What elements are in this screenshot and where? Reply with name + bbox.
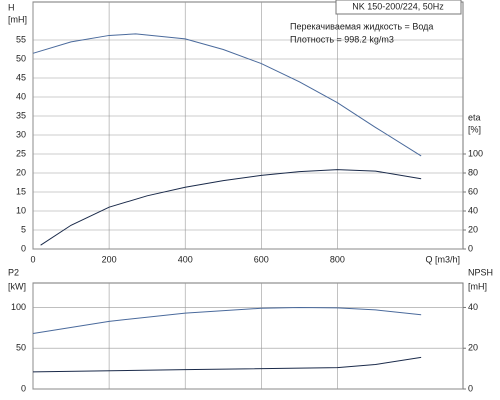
- annotation: Перекачиваемая жидкость = Вода: [290, 21, 433, 31]
- y2-axis-title: NPSH: [468, 267, 493, 277]
- y-tick-label: 35: [16, 110, 26, 120]
- plot-frame: [32, 1, 464, 250]
- x-tick-label: 0: [30, 254, 35, 264]
- y2-tick-label: 20: [468, 343, 478, 353]
- x-tick-label: 200: [102, 254, 117, 264]
- y-axis-title: [mH]: [8, 14, 27, 24]
- x-axis-title: Q [m3/h]: [425, 254, 460, 264]
- y2-tick-label: 100: [468, 148, 483, 158]
- y2-tick-label: 40: [468, 205, 478, 215]
- y-tick-label: 50: [16, 53, 26, 63]
- y-tick-label: 10: [16, 205, 26, 215]
- y2-axis-title: [%]: [468, 124, 481, 134]
- annotation: Плотность = 998.2 kg/m3: [290, 34, 394, 44]
- y2-tick-label: 0: [468, 243, 473, 253]
- title-box: [335, 0, 462, 15]
- y2-axis-title: [mH]: [468, 281, 487, 291]
- y-tick-label: 0: [21, 383, 26, 393]
- y-axis-title: H: [8, 2, 15, 12]
- y2-tick-label: 60: [468, 186, 478, 196]
- y-tick-label: 15: [16, 186, 26, 196]
- y2-tick-label: 0: [468, 383, 473, 393]
- x-tick-label: 400: [178, 254, 193, 264]
- y-tick-label: 0: [21, 243, 26, 253]
- y-axis-title: [kW]: [8, 281, 26, 291]
- curve: [40, 169, 422, 246]
- y2-tick-label: 80: [468, 167, 478, 177]
- y-tick-label: 30: [16, 129, 26, 139]
- y-tick-label: 5: [21, 224, 26, 234]
- x-tick-label: 600: [254, 254, 269, 264]
- y2-tick-label: 40: [468, 302, 478, 312]
- curve: [32, 33, 422, 157]
- plot-frame: [32, 282, 464, 390]
- y-tick-label: 25: [16, 148, 26, 158]
- chart-title: NK 150-200/224, 50Hz: [352, 1, 444, 11]
- y-axis-title: P2: [8, 267, 19, 277]
- y-tick-label: 100: [11, 302, 26, 312]
- x-tick-label: 800: [330, 254, 345, 264]
- y-tick-label: 40: [16, 91, 26, 101]
- y-tick-label: 45: [16, 72, 26, 82]
- y2-tick-label: 20: [468, 224, 478, 234]
- y2-axis-title: eta: [468, 112, 481, 122]
- y-tick-label: 55: [16, 34, 26, 44]
- curve: [32, 356, 422, 373]
- curve: [32, 306, 422, 335]
- y-tick-label: 50: [16, 343, 26, 353]
- y-tick-label: 20: [16, 167, 26, 177]
